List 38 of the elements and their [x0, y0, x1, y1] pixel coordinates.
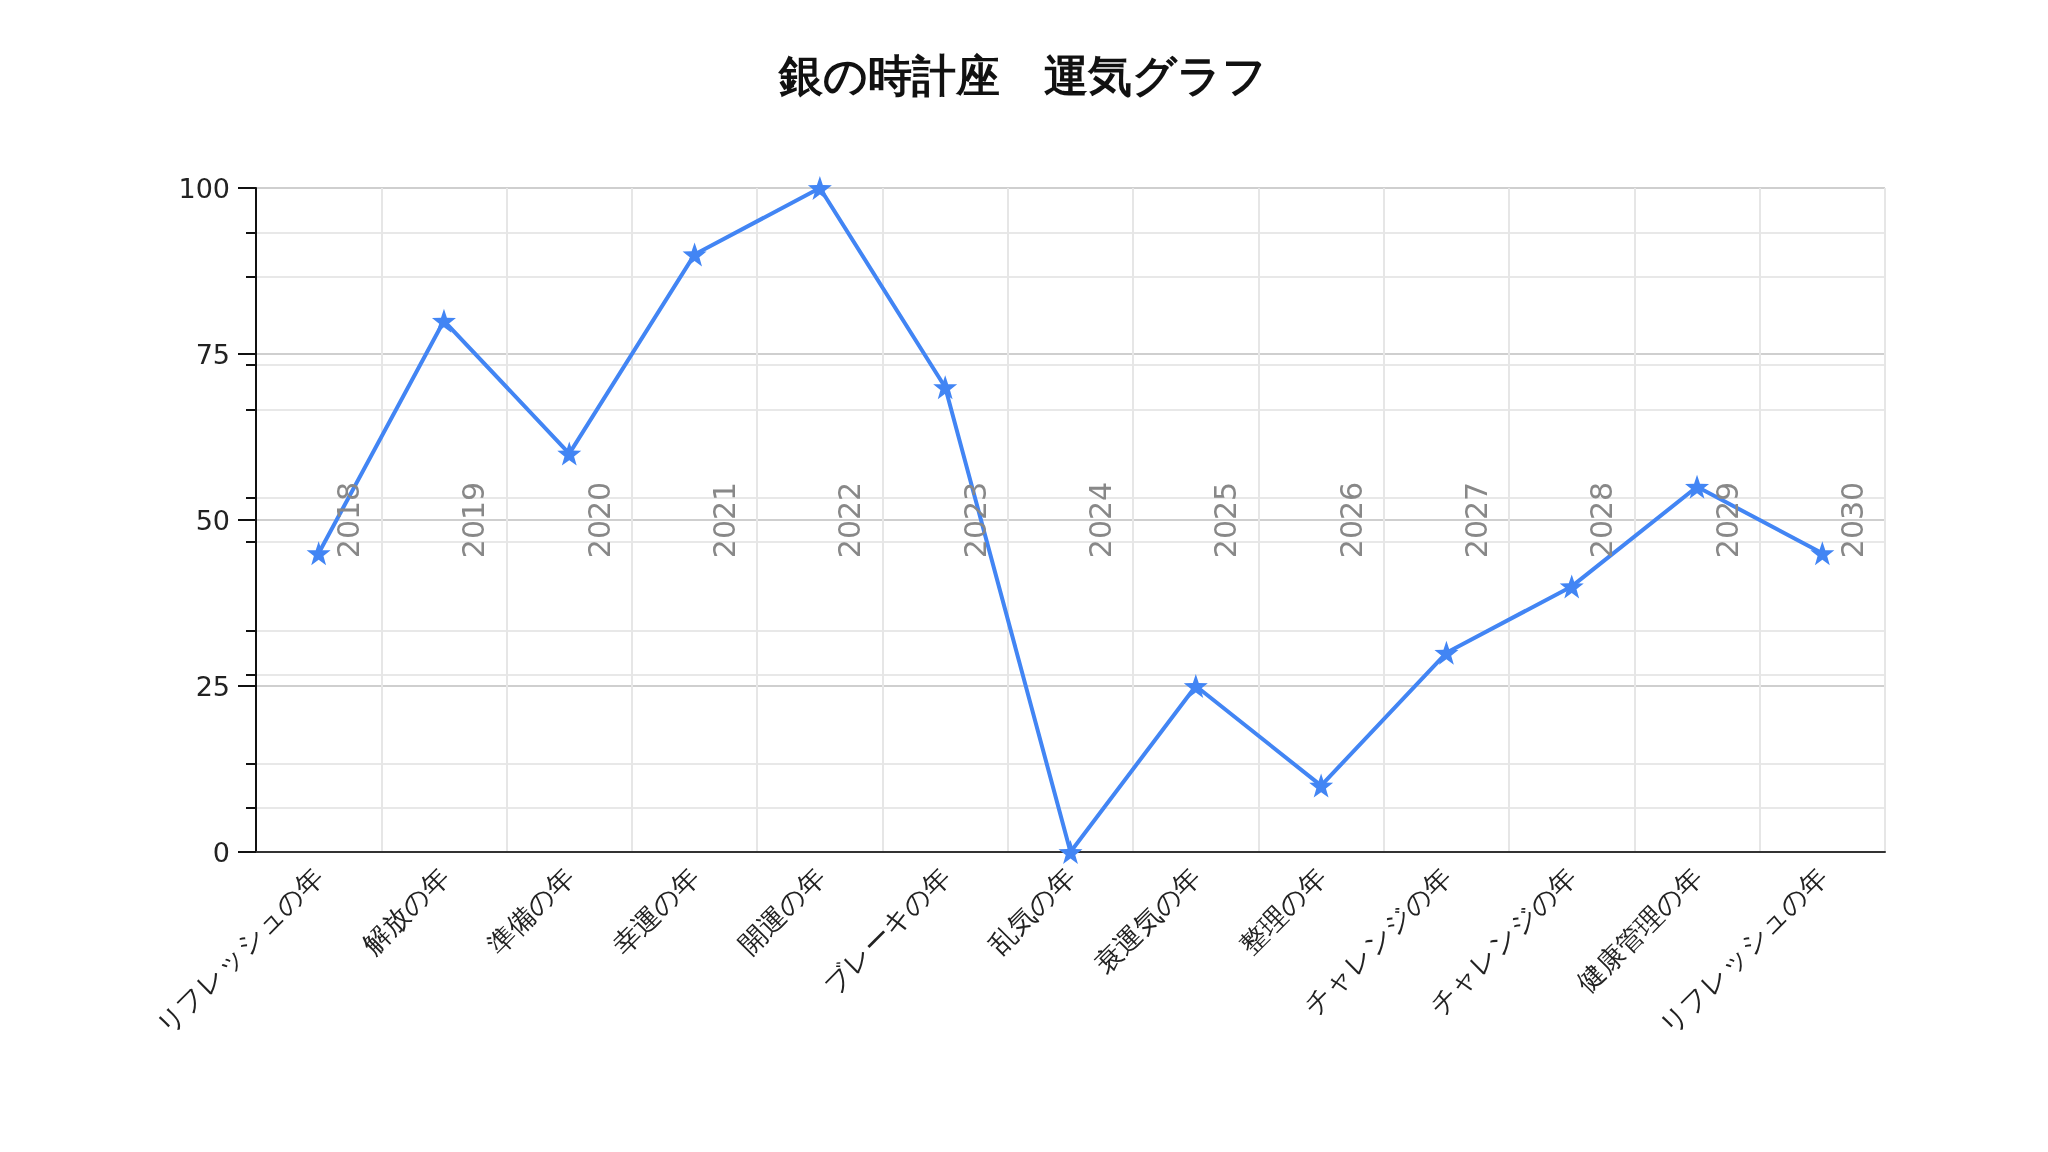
annotation: 2030 — [1834, 481, 1870, 559]
point — [1685, 474, 1710, 499]
point — [1559, 574, 1584, 599]
annotation: 2027 — [1458, 481, 1494, 559]
annotation: 2022 — [832, 481, 868, 559]
x-tick-label: 準備の年 — [481, 861, 581, 961]
point — [306, 541, 331, 566]
annotation: 2023 — [957, 481, 993, 559]
x-tick-label: 整理の年 — [1233, 861, 1333, 961]
y-tick-label: 50 — [195, 504, 230, 536]
point — [1058, 840, 1083, 864]
x-tick-label: 衰運気の年 — [1088, 861, 1207, 980]
annotation: 2018 — [331, 481, 367, 559]
x-tick-label: 開運の年 — [731, 861, 831, 961]
y-tick-label: 25 — [195, 670, 230, 702]
annotation: 2025 — [1208, 481, 1244, 559]
y-tick-label: 100 — [178, 172, 230, 204]
annotation: 2026 — [1333, 481, 1369, 559]
point — [1309, 773, 1334, 798]
point — [682, 242, 707, 267]
point — [1183, 674, 1208, 698]
annotation: 2028 — [1584, 481, 1620, 559]
annotation: 2020 — [581, 481, 617, 559]
point — [557, 441, 582, 466]
annotation: 2024 — [1083, 481, 1118, 559]
point — [1810, 541, 1835, 566]
point — [431, 308, 456, 333]
chart-title: 銀の時計座 運気グラフ — [778, 49, 1267, 101]
annotation: 2019 — [456, 481, 492, 559]
x-tick-label: 乱気の年 — [982, 861, 1082, 961]
point — [807, 176, 832, 200]
x-tick-label: 解放の年 — [355, 861, 455, 961]
annotation: 2029 — [1709, 481, 1745, 559]
point — [1434, 640, 1459, 665]
y-tick-label: 75 — [195, 338, 230, 370]
annotation: 2021 — [707, 481, 743, 559]
point — [933, 375, 958, 400]
x-tick-label: 幸運の年 — [606, 861, 706, 961]
